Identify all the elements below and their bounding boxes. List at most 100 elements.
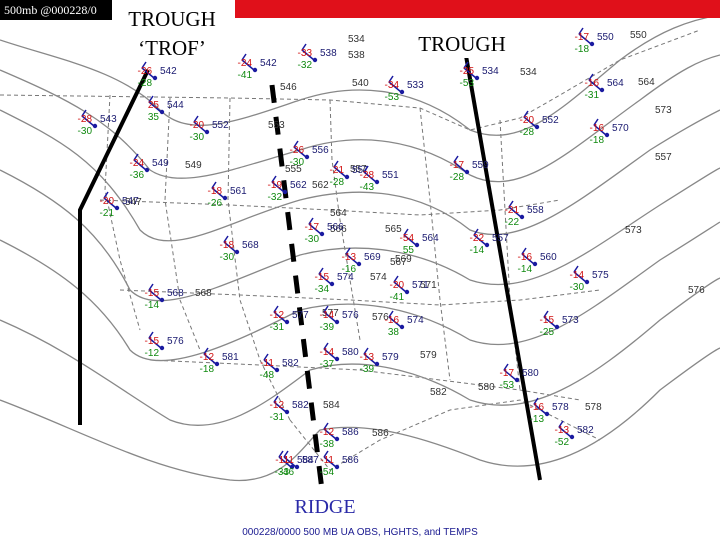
height: 538 [320, 48, 337, 59]
wind-barb [223, 241, 237, 253]
dewpoint: -22 [505, 217, 520, 228]
station-plots: -24 542 -41 -33 538 -32 -26 542 -28 25 544 35 -28 543… [78, 27, 629, 478]
dewpoint: -53 [500, 380, 515, 391]
contour-label: 534 [520, 67, 537, 78]
station: -26 556 -30 [290, 140, 329, 168]
dewpoint: -39 [360, 364, 375, 375]
station: -28 543 -30 [78, 109, 117, 137]
wind-barb [323, 342, 329, 350]
wind-barb [588, 73, 594, 81]
height: 568 [242, 240, 259, 251]
station-dot [599, 87, 605, 93]
dewpoint: -28 [520, 127, 535, 138]
station: -13 569 -16 [342, 247, 381, 275]
border-line [99, 199, 561, 216]
wind-barb [203, 347, 209, 355]
station-dot [159, 345, 165, 351]
wind-barb [103, 197, 117, 209]
dewpoint: -31 [270, 322, 285, 333]
temperature: -20 [100, 196, 115, 207]
contour-label: 564 [330, 208, 347, 219]
dewpoint: 35 [148, 112, 160, 123]
dewpoint: -34 [315, 284, 330, 295]
dewpoint: -39 [320, 322, 335, 333]
dewpoint: -18 [575, 44, 590, 55]
temperature: -20 [390, 280, 405, 291]
contour-label: 562 [312, 180, 329, 191]
header-label: 500mb @000228/0 [4, 3, 97, 17]
dewpoint: -16 [342, 264, 357, 275]
dewpoint: -30 [305, 234, 320, 245]
dewpoint: -36 [130, 170, 145, 181]
temperature: -16 [518, 252, 533, 263]
wind-barb [271, 181, 285, 193]
trough-line-west [78, 69, 150, 425]
station: -18 561 -26 [208, 181, 247, 209]
contour-label: 564 [638, 77, 655, 88]
station: -13 582 -52 [555, 420, 594, 448]
contour-label: 576 [372, 312, 389, 323]
wind-barb [333, 160, 339, 168]
height: 566 [327, 222, 344, 233]
temperature: -14 [320, 310, 335, 321]
station: -14 575 -30 [570, 265, 609, 293]
height: 551 [382, 170, 399, 181]
station-dot [334, 356, 340, 362]
station: -19 562 -32 [268, 175, 307, 203]
dewpoint: -31 [270, 412, 285, 423]
ridge-line [269, 84, 325, 491]
wind-barb [133, 159, 147, 171]
wind-barb [503, 363, 509, 371]
height: 581 [222, 352, 239, 363]
dewpoint: -18 [590, 135, 605, 146]
wind-barb [293, 146, 307, 158]
wind-barb [141, 67, 155, 79]
border-line [149, 359, 581, 401]
station: -11 584-33 [275, 450, 314, 478]
wind-barb [503, 369, 517, 381]
height: 573 [562, 315, 579, 326]
wind-barb [293, 140, 299, 148]
height: 562 [290, 180, 307, 191]
temperature: -15 [145, 288, 160, 299]
contour-label: 540 [352, 78, 369, 89]
contour-label: 577 [322, 308, 339, 319]
contour-label: 546 [280, 82, 297, 93]
station: -12 582 -31 [270, 395, 309, 423]
dewpoint: -25 [540, 327, 555, 338]
station-dot [252, 67, 258, 73]
wind-barb [521, 247, 527, 255]
station-dot [399, 324, 405, 330]
height: 570 [612, 123, 629, 134]
station: -28 551 -43 [360, 165, 399, 193]
wind-barb [133, 153, 139, 161]
temperature: -19 [268, 180, 283, 191]
contour-label: 569 [395, 254, 412, 265]
station: -12 577 -31 [270, 305, 309, 333]
station: -15 574 -34 [315, 267, 354, 295]
height: 569 [364, 252, 381, 263]
wind-barb [241, 53, 247, 61]
station-dot [554, 324, 560, 330]
temperature: -18 [208, 186, 223, 197]
wind-barb [521, 253, 535, 265]
station-dot [289, 464, 295, 470]
wind-barb [278, 456, 292, 468]
temperature: -15 [315, 272, 330, 283]
wind-barb [323, 422, 329, 430]
contour-label: 573 [625, 225, 642, 236]
border-line [119, 289, 601, 306]
temperature: -34 [385, 80, 400, 91]
wind-barb [148, 95, 154, 103]
wind-barb [508, 200, 514, 208]
dewpoint: -31 [585, 90, 600, 101]
contour-line [0, 347, 720, 482]
trough-label: TROUGH [418, 32, 506, 56]
height: 582 [577, 425, 594, 436]
height: 568 [167, 288, 184, 299]
station-dot [464, 169, 470, 175]
wind-barb [141, 61, 147, 69]
height: 580 [342, 347, 359, 358]
station: -26 542 -28 [138, 61, 177, 89]
